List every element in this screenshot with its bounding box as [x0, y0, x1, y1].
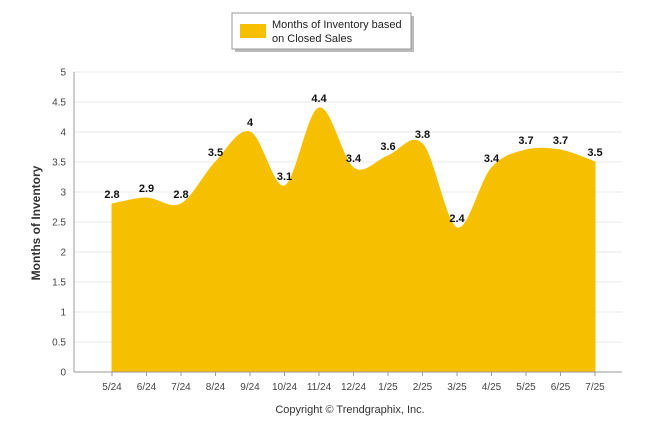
y-tick-label: 1 [60, 308, 66, 319]
data-label: 3.8 [415, 129, 430, 141]
x-tick-label: 6/24 [137, 382, 157, 393]
x-tick-label: 6/25 [551, 382, 571, 393]
y-tick-label: 1.5 [52, 278, 66, 289]
y-tick-label: 0 [60, 368, 66, 379]
data-label: 2.8 [173, 189, 188, 201]
data-label: 2.9 [139, 183, 154, 195]
x-tick-label: 3/25 [447, 382, 467, 393]
legend-swatch [240, 24, 266, 38]
y-tick-label: 3 [60, 188, 66, 199]
x-tick-label: 7/25 [585, 382, 605, 393]
x-tick-label: 9/24 [240, 382, 260, 393]
data-label: 3.5 [587, 147, 602, 159]
series-area [111, 107, 596, 373]
x-tick-label: 5/25 [516, 382, 536, 393]
data-label: 2.4 [449, 213, 465, 225]
y-tick-label: 2.5 [52, 218, 66, 229]
axes [73, 72, 622, 373]
legend-label-line-2: on Closed Sales [272, 33, 353, 45]
x-tick-label: 12/24 [341, 382, 366, 393]
series-area-fill [111, 107, 596, 373]
data-labels: 2.8 2.9 2.8 3.5 4 3.1 4.4 3.4 3.6 3.8 2.4 3.4 3.7 3.7… [104, 93, 602, 225]
data-label: 3.4 [484, 153, 500, 165]
data-label: 3.1 [277, 171, 292, 183]
x-tick-label: 11/24 [307, 382, 332, 393]
legend-label-line-1: Months of Inventory based [272, 19, 402, 31]
data-label: 3.7 [553, 135, 568, 147]
x-tick-label: 8/24 [206, 382, 226, 393]
data-label: 3.7 [518, 135, 533, 147]
y-tick-label: 3.5 [52, 158, 66, 169]
x-tick-label: 2/25 [413, 382, 433, 393]
y-tick-label: 4 [60, 128, 66, 139]
x-tick-label: 10/24 [272, 382, 297, 393]
x-tick-label: 7/24 [171, 382, 191, 393]
y-tick-label: 4.5 [52, 98, 66, 109]
data-label: 4.4 [311, 93, 327, 105]
data-label: 3.4 [346, 153, 362, 165]
data-label: 2.8 [104, 189, 119, 201]
copyright-text: Copyright © Trendgraphix, Inc. [275, 404, 424, 416]
x-tick-label: 4/25 [482, 382, 502, 393]
y-tick-label: 2 [60, 248, 66, 259]
y-axis-title: Months of Inventory [29, 165, 43, 280]
legend: Months of Inventory based on Closed Sale… [231, 12, 414, 52]
x-tick-label: 1/25 [378, 382, 398, 393]
y-tick-labels: 0 0.5 1 1.5 2 2.5 3 3.5 4 4.5 5 [52, 68, 66, 379]
data-label: 3.5 [208, 147, 223, 159]
data-label: 3.6 [380, 141, 395, 153]
data-label: 4 [247, 117, 254, 129]
y-tick-label: 5 [60, 68, 66, 79]
x-tick-labels: 5/24 6/24 7/24 8/24 9/24 10/24 11/24 12/24 1/25 2… [102, 372, 605, 393]
x-tick-label: 5/24 [102, 382, 122, 393]
y-tick-label: 0.5 [52, 338, 66, 349]
